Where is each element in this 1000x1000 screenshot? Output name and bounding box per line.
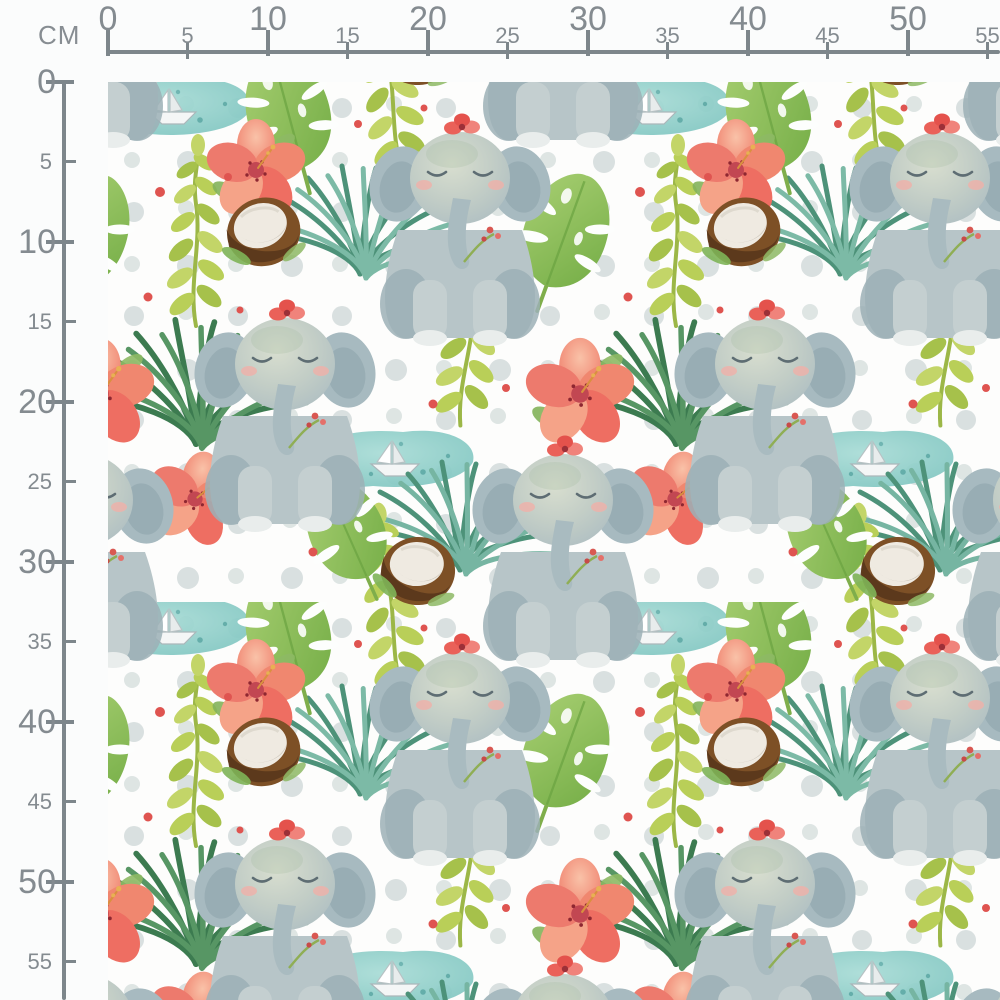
top-tick-label: 50	[889, 0, 927, 38]
top-tick-label: 55	[975, 23, 1000, 48]
top-tick-25: 25	[495, 25, 520, 59]
left-tick-5: 5	[40, 150, 76, 172]
left-tick-label: 5	[39, 148, 52, 174]
left-tick-25: 25	[28, 470, 76, 492]
top-tick-5: 5	[181, 25, 194, 59]
top-tick-40: 40	[729, 2, 767, 56]
left-tick-label: 55	[27, 948, 52, 974]
top-tick-55: 55	[975, 25, 1000, 59]
left-tick-label: 30	[18, 543, 56, 581]
left-tick-30: 30	[18, 545, 74, 579]
left-tick-label: 35	[27, 628, 52, 654]
unit-label: CM	[38, 20, 81, 50]
top-tick-50: 50	[889, 2, 927, 56]
top-tick-30: 30	[569, 2, 607, 56]
left-tick-label: 40	[18, 703, 56, 741]
top-tick-label: 10	[249, 0, 287, 38]
ruler-vertical: 0 5 10 15 20 25 30 35 40 45 50 55	[0, 0, 110, 1000]
left-tick-55: 55	[28, 950, 76, 972]
top-tick-20: 20	[409, 2, 447, 56]
top-tick-0: 0	[99, 2, 117, 56]
top-tick-15: 15	[335, 25, 360, 59]
left-tick-label: 45	[27, 788, 52, 814]
left-tick-50: 50	[18, 865, 74, 899]
left-tick-label: 10	[18, 223, 56, 261]
top-tick-label: 35	[655, 23, 680, 48]
top-tick-label: 15	[335, 23, 360, 48]
left-tick-45: 45	[28, 790, 76, 812]
left-tick-0: 0	[37, 65, 74, 99]
top-tick-45: 45	[815, 25, 840, 59]
top-tick-35: 35	[655, 25, 680, 59]
left-tick-35: 35	[28, 630, 76, 652]
top-tick-label: 5	[181, 23, 194, 48]
left-tick-label: 25	[27, 468, 52, 494]
left-tick-label: 20	[18, 383, 56, 421]
left-tick-15: 15	[28, 310, 76, 332]
left-tick-40: 40	[18, 705, 74, 739]
fabric-pattern-svg	[108, 82, 1000, 1000]
fabric-swatch	[108, 82, 1000, 1000]
motif-layer	[108, 82, 1000, 1000]
left-tick-label: 0	[37, 63, 56, 101]
top-tick-label: 30	[569, 0, 607, 38]
left-tick-20: 20	[18, 385, 74, 419]
ruler-vertical-line	[62, 82, 66, 1000]
left-tick-label: 50	[18, 863, 56, 901]
left-tick-label: 15	[27, 308, 52, 334]
top-tick-label: 20	[409, 0, 447, 38]
left-tick-10: 10	[18, 225, 74, 259]
ruler-horizontal-line	[108, 50, 1000, 54]
top-tick-label: 25	[495, 23, 520, 48]
top-tick-label: 40	[729, 0, 767, 38]
top-tick-10: 10	[249, 2, 287, 56]
top-tick-label: 0	[98, 0, 118, 38]
top-tick-label: 45	[815, 23, 840, 48]
ruler-horizontal: 0 5 10 15 20 25 30 35 40 45 50 55	[0, 0, 1000, 64]
